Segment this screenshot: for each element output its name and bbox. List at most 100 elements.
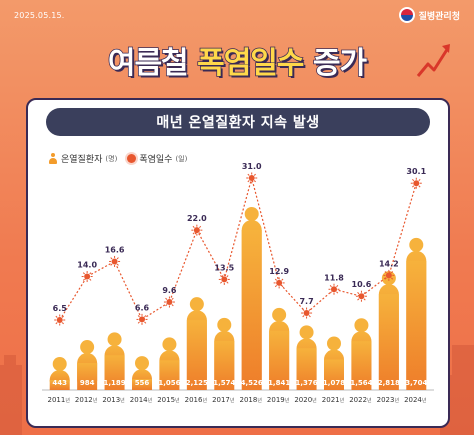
bar-2019	[269, 307, 290, 390]
bar-base	[132, 379, 152, 390]
bar-value-label: 4,526	[241, 379, 263, 387]
heatdays-value-label: 14.0	[77, 261, 97, 270]
legend-item-patients: 온열질환자 (명)	[48, 152, 117, 165]
heatdays-value-label: 22.0	[187, 214, 207, 223]
bar-base	[351, 341, 372, 390]
bar-value-label: 443	[52, 379, 67, 387]
bar-base	[324, 359, 344, 390]
bar-2011	[49, 357, 70, 390]
x-tick-label: 2012년	[75, 396, 98, 404]
bar-2012	[77, 340, 98, 390]
heatdays-point-2011	[54, 314, 66, 326]
heatdays-value-label: 11.8	[324, 273, 344, 282]
heatdays-point-2021	[328, 283, 340, 295]
x-tick-unit: 년	[230, 397, 235, 404]
heatdays-point-2017	[218, 273, 230, 285]
heatdays-point-2020	[301, 307, 313, 319]
bar-base	[378, 294, 399, 390]
chart-subtitle: 매년 온열질환자 지속 발생	[46, 108, 430, 136]
heatdays-value-label: 10.6	[352, 280, 372, 289]
x-tick-label: 2024년	[404, 396, 427, 404]
bar-value-label: 3,704	[405, 379, 427, 387]
bar-2020	[296, 325, 317, 390]
bar-value-label: 1,376	[295, 379, 317, 387]
date-label: 2025.05.15.	[14, 11, 65, 20]
heatdays-point-2023	[383, 269, 395, 281]
bar-2021	[324, 336, 344, 390]
headline-part1: 여름철	[107, 45, 198, 82]
agency-logo-icon	[398, 7, 415, 23]
bar-2018	[241, 207, 262, 390]
bar-head	[244, 207, 259, 221]
x-tick-unit: 년	[175, 397, 180, 404]
heatdays-point-2015	[163, 296, 175, 308]
bar-head	[299, 325, 314, 340]
bar-2024	[406, 237, 427, 390]
x-tick-label: 2023년	[377, 396, 400, 404]
x-tick-unit: 년	[120, 397, 125, 404]
x-tick-label: 2014년	[130, 396, 153, 404]
x-tick-unit: 년	[422, 397, 427, 404]
x-tick-label: 2022년	[349, 396, 372, 404]
agency-name: 질병관리청	[418, 11, 460, 22]
bar-head	[409, 237, 424, 252]
bar-head	[52, 357, 67, 371]
bar-2013	[104, 332, 125, 390]
bar-head	[189, 297, 204, 312]
bar-2017	[214, 317, 235, 390]
bar-value-label: 1,189	[103, 379, 125, 387]
x-tick-label: 2019년	[267, 396, 290, 404]
bar-base	[159, 360, 180, 390]
bar-base	[49, 380, 70, 390]
bar-head	[354, 318, 369, 333]
bar-head	[327, 336, 341, 351]
x-tick-unit: 년	[312, 397, 317, 404]
x-tick-unit: 년	[148, 397, 153, 404]
x-tick-label: 2011년	[47, 396, 70, 404]
bar-2022	[351, 318, 372, 390]
x-tick-label: 2020년	[294, 396, 317, 404]
x-tick-label: 2021년	[322, 396, 345, 404]
heatdays-value-label: 6.6	[135, 303, 150, 312]
x-tick-label: 2017년	[212, 396, 235, 404]
x-tick-label: 2016년	[185, 396, 208, 404]
bar-head	[135, 356, 149, 371]
bar-value-label: 1,078	[323, 379, 345, 387]
bar-2016	[186, 297, 207, 390]
heatdays-value-label: 30.1	[406, 167, 426, 176]
heatdays-point-2012	[81, 271, 93, 283]
legend-heatdays-unit: (일)	[175, 154, 188, 163]
heatdays-point-2016	[191, 224, 203, 236]
heatdays-value-label: 13.5	[214, 263, 234, 272]
bar-head	[162, 337, 177, 352]
heatdays-point-2018	[246, 172, 258, 184]
bar-base	[104, 355, 125, 390]
bar-base	[269, 330, 290, 390]
bar-base	[186, 320, 207, 390]
heatdays-point-2014	[136, 313, 148, 325]
headline: 여름철 폭염일수 증가	[0, 38, 474, 82]
bar-head	[80, 340, 95, 355]
bar-2023	[378, 271, 399, 390]
bar-head	[272, 307, 287, 322]
x-tick-label: 2015년	[157, 396, 180, 404]
heatdays-point-2022	[355, 290, 367, 302]
x-tick-unit: 년	[340, 397, 345, 404]
legend-item-heatdays: 폭염일수 (일)	[127, 152, 187, 165]
headline-highlight: 폭염일수	[196, 45, 305, 82]
person-icon	[48, 153, 58, 164]
x-tick-unit: 년	[93, 397, 98, 404]
x-tick-unit: 년	[394, 397, 399, 404]
x-tick-unit: 년	[285, 397, 290, 404]
legend-patients-unit: (명)	[105, 154, 118, 163]
x-tick-label: 2018년	[239, 396, 262, 404]
legend-patients-label: 온열질환자	[61, 155, 103, 165]
bar-head	[107, 332, 122, 347]
heatdays-value-label: 7.7	[299, 297, 313, 306]
bar-head	[217, 317, 232, 332]
bar-value-label: 1,056	[158, 379, 180, 387]
heatdays-value-label: 16.6	[105, 245, 125, 254]
heatdays-point-2019	[273, 277, 285, 289]
agency-badge: 질병관리청	[398, 7, 460, 23]
bar-base	[214, 340, 235, 390]
